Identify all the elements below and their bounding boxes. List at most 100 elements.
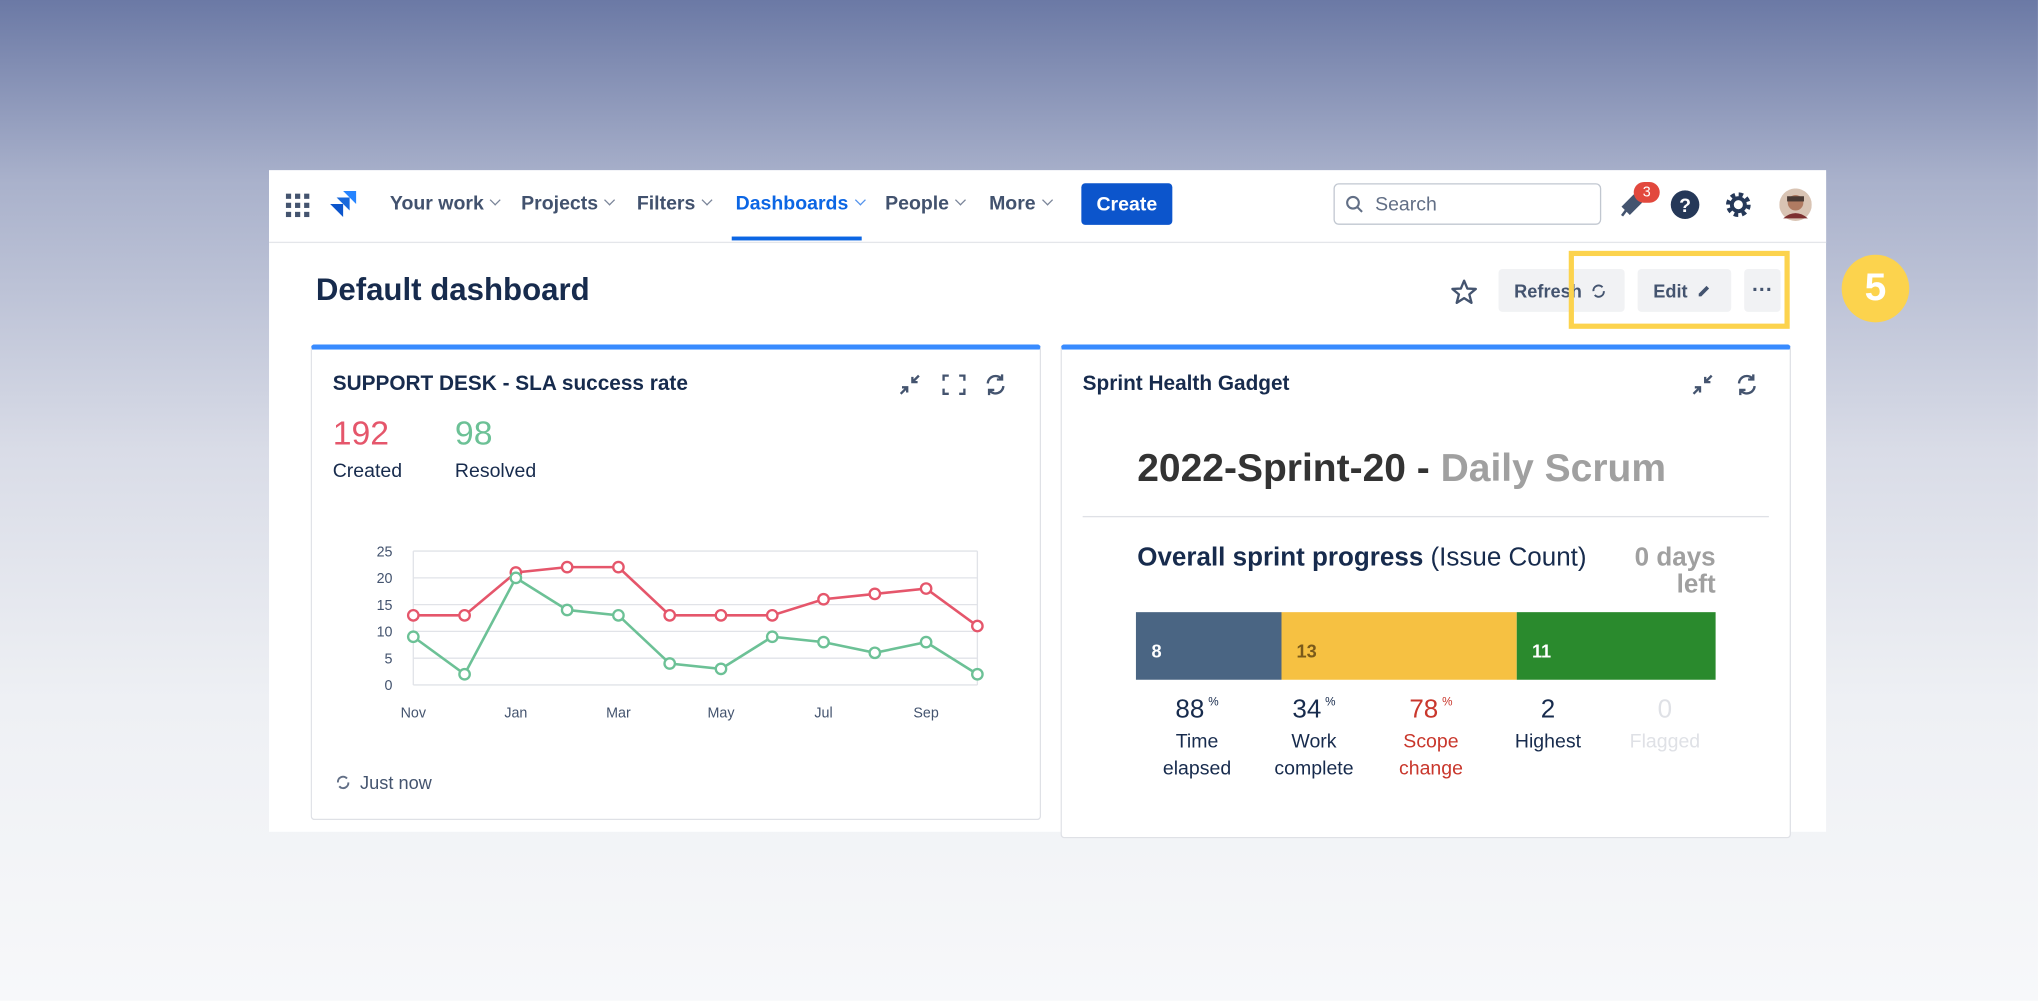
star-button[interactable] — [1450, 278, 1477, 305]
progress-segment: 13 — [1280, 612, 1517, 680]
data-point — [612, 608, 625, 622]
data-point — [765, 630, 779, 644]
stat-value: 2 — [1489, 695, 1606, 725]
data-point — [971, 619, 984, 633]
stat-unit: % — [1208, 695, 1219, 709]
last-updated: Just now — [360, 772, 432, 793]
stat-label: Flagged — [1629, 730, 1701, 753]
segment-label: 8 — [1151, 640, 1162, 662]
refresh-icon — [1592, 283, 1605, 298]
data-point — [868, 646, 882, 660]
edit-button[interactable]: Edit — [1637, 269, 1732, 312]
resolved-label: Resolved — [454, 460, 537, 483]
edit-label: Edit — [1653, 280, 1688, 301]
data-point — [919, 582, 933, 595]
nav-item[interactable]: Your work — [390, 192, 499, 214]
data-point — [765, 608, 779, 622]
gadget-title: Sprint Health Gadget — [1082, 373, 1290, 396]
sprint-heading: 2022-Sprint-20 - Daily Scrum — [1137, 447, 1666, 491]
data-point — [663, 657, 677, 670]
settings-icon[interactable] — [1723, 190, 1753, 220]
gadget-title: SUPPORT DESK - SLA success rate — [332, 373, 688, 396]
step-badge: 5 — [1841, 254, 1910, 323]
sla-gadget — [310, 344, 1042, 821]
page-title: Default dashboard — [315, 272, 590, 309]
stat-value: 78% — [1372, 695, 1489, 725]
series-line — [412, 576, 979, 677]
refresh-button[interactable]: Refresh — [1498, 269, 1625, 312]
data-point — [714, 662, 728, 676]
resolved-total: 98 — [454, 413, 493, 453]
progress-subtitle: (Issue Count) — [1430, 543, 1587, 572]
gadget-controls[interactable] — [1690, 372, 1765, 398]
notification-badge: 3 — [1633, 181, 1660, 203]
y-tick-label: 0 — [385, 678, 393, 694]
nav-item[interactable]: Projects — [521, 192, 614, 214]
x-tick-label: May — [707, 705, 735, 721]
stat-value: 88% — [1139, 695, 1256, 725]
x-tick-label: Nov — [401, 705, 427, 721]
data-point — [560, 603, 574, 617]
y-tick-label: 15 — [377, 598, 393, 614]
search-placeholder: Search — [1375, 193, 1437, 216]
segment-label: 13 — [1296, 640, 1317, 662]
segment-label: 11 — [1531, 640, 1552, 662]
stat-number: 34 — [1292, 695, 1322, 724]
progress-bar: 8 13 11 — [1135, 612, 1716, 680]
days-left: 0 days left — [1634, 543, 1716, 600]
data-point — [663, 608, 677, 622]
highlight-box — [1568, 250, 1790, 329]
data-point — [560, 560, 574, 574]
data-point — [509, 571, 523, 585]
data-point — [406, 608, 420, 622]
y-tick-label: 5 — [385, 651, 393, 667]
sprint-stat: 78% Scope change — [1372, 695, 1489, 782]
active-tab-underline — [731, 236, 862, 241]
jira-logo[interactable] — [329, 190, 358, 219]
app-switcher[interactable] — [285, 192, 311, 218]
create-button[interactable]: Create — [1081, 183, 1173, 225]
y-tick-label: 10 — [377, 625, 393, 641]
nav-item[interactable]: People — [885, 192, 965, 214]
stat-value: 0 — [1606, 695, 1723, 725]
data-point — [868, 587, 882, 601]
board-name: Daily Scrum — [1440, 447, 1667, 490]
sprint-name: 2022-Sprint-20 - — [1137, 447, 1441, 490]
divider — [1082, 515, 1769, 518]
stat-number: 78 — [1409, 695, 1439, 724]
data-point — [817, 635, 830, 649]
created-label: Created — [332, 460, 403, 483]
stat-number: 88 — [1175, 695, 1205, 724]
notifications-icon[interactable] — [1618, 190, 1647, 219]
sprint-stat: 34% Work complete — [1256, 695, 1373, 782]
data-point — [612, 560, 625, 574]
sprint-stat: 0 Flagged — [1606, 695, 1723, 782]
nav-item[interactable]: Filters — [637, 192, 711, 214]
data-point — [458, 608, 471, 622]
stat-unit: % — [1442, 695, 1453, 709]
search-icon — [1346, 195, 1363, 213]
progress-segment: 8 — [1135, 612, 1281, 680]
stat-number: 2 — [1540, 695, 1556, 724]
data-point — [971, 667, 984, 681]
data-point — [919, 635, 933, 649]
x-tick-label: Jan — [504, 705, 527, 721]
nav-item[interactable]: More — [989, 192, 1051, 214]
help-icon[interactable]: ? — [1670, 190, 1700, 220]
data-point — [817, 592, 830, 606]
footer-refresh-icon — [336, 775, 350, 790]
stat-value: 34% — [1256, 695, 1373, 725]
x-tick-label: Jul — [814, 705, 832, 721]
data-point — [714, 608, 728, 622]
nav-item[interactable]: Dashboards — [736, 192, 864, 214]
series-line — [413, 565, 979, 628]
stat-label: Time elapsed — [1162, 730, 1232, 780]
more-button[interactable]: ··· — [1744, 269, 1781, 312]
gadget-controls[interactable] — [897, 372, 1014, 398]
sprint-stats: 88% Time elapsed 34% Work complete 78% Scope … — [1139, 695, 1724, 782]
x-tick-label: Mar — [606, 705, 631, 721]
search-box[interactable] — [1333, 183, 1602, 225]
edit-icon — [1699, 285, 1710, 296]
avatar[interactable] — [1779, 188, 1812, 221]
